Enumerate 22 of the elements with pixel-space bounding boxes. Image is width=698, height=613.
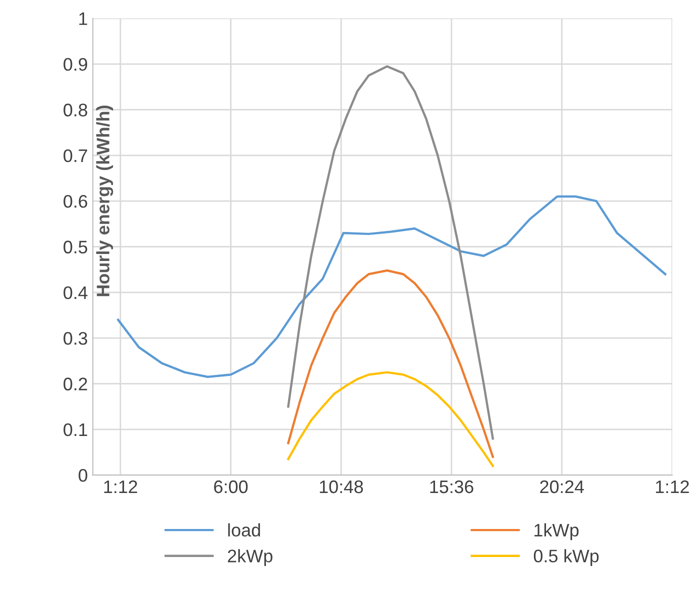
y-tick-label: 0.2 xyxy=(64,378,88,390)
y-tick-label: 1 xyxy=(79,12,88,25)
y-tick-label: 0 xyxy=(78,469,88,482)
x-tick-label: 10:48 xyxy=(320,480,363,494)
y-tick-label: 0.6 xyxy=(64,195,88,208)
y-tick-label: 0.1 xyxy=(64,423,88,436)
y-tick-label: 0.5 xyxy=(64,240,88,254)
x-tick-label: 1:12 xyxy=(656,480,689,494)
y-tick-label: 0.4 xyxy=(64,286,88,300)
legend-label: 2kWp xyxy=(228,549,272,566)
y-axis-title: Hourly energy (kWh/h) xyxy=(96,106,114,296)
x-tick-label: 1:12 xyxy=(104,480,138,494)
legend-label: 1kWp xyxy=(534,523,579,540)
legend-label: load xyxy=(228,523,260,537)
y-tick-label: 0.7 xyxy=(64,149,88,162)
legend-label: 0.5 kWp xyxy=(534,549,599,566)
y-tick-label: 0.9 xyxy=(64,58,88,71)
x-tick-label: 15:36 xyxy=(430,480,474,494)
x-tick-label: 6:00 xyxy=(214,480,248,494)
y-tick-label: 0.8 xyxy=(64,104,88,116)
y-tick-label: 0.3 xyxy=(64,332,88,345)
x-tick-label: 20:24 xyxy=(540,480,584,494)
